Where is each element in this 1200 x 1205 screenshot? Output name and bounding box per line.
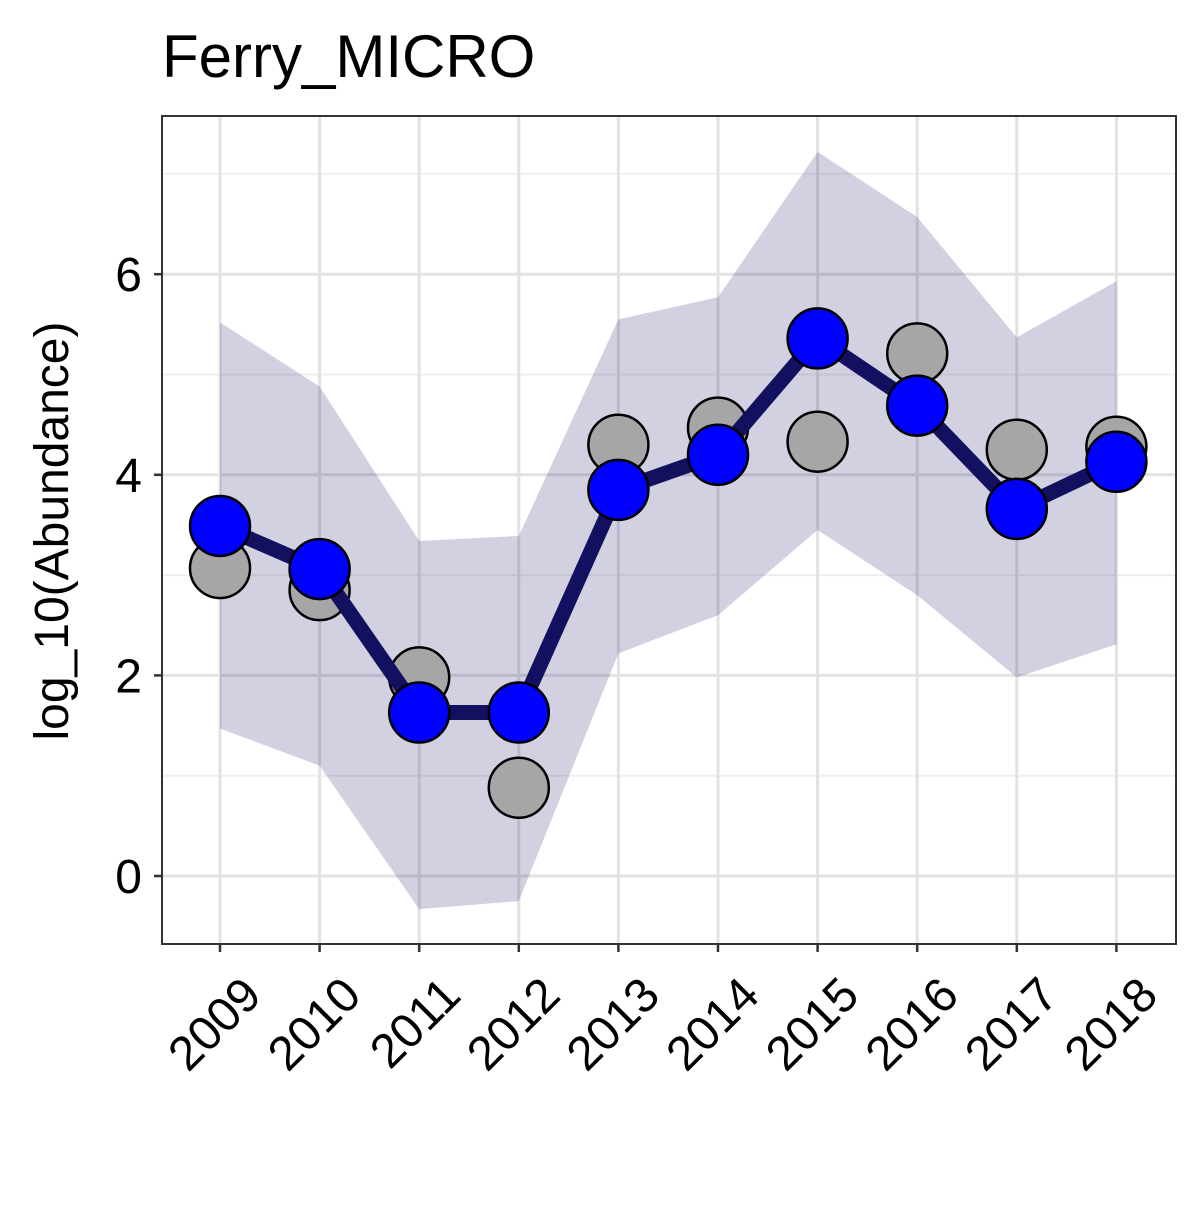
x-tick-label: 2015: [756, 968, 869, 1081]
y-axis-label: log_10(Abundance): [26, 322, 79, 741]
x-tick-label: 2009: [159, 968, 272, 1081]
observed-point: [487, 756, 551, 819]
panel-border: [161, 115, 1177, 945]
y-tick-label: 6: [115, 249, 142, 302]
chart-title: Ferry_MICRO: [162, 23, 535, 90]
plot-area: 0 2 4 6 200920102011201220132014201520162017…: [115, 115, 1177, 1081]
estimate-point: [686, 423, 750, 486]
x-tick-label: 2016: [856, 968, 969, 1081]
x-tick-label: 2013: [557, 968, 670, 1081]
estimate-point: [188, 494, 252, 558]
estimate-line: [217, 330, 1120, 721]
observed-point: [985, 418, 1049, 481]
estimate-point: [786, 307, 849, 370]
y-tick-label: 2: [115, 650, 142, 703]
confidence-ribbon: [220, 151, 1117, 910]
estimate-point: [1085, 430, 1148, 494]
estimate-point: [387, 681, 451, 744]
estimate-point: [487, 681, 551, 744]
y-tick-label: 4: [115, 450, 142, 503]
estimate-point: [288, 537, 351, 601]
x-tick-label: 2017: [955, 968, 1068, 1081]
x-tick-label: 2014: [657, 968, 770, 1081]
x-tick-label: 2011: [360, 968, 470, 1078]
estimate-point: [985, 477, 1049, 541]
estimate-point: [587, 458, 650, 522]
x-tick-label: 2012: [457, 968, 570, 1081]
y-tick-label: 0: [115, 851, 142, 904]
observed-point: [786, 410, 849, 473]
x-tick-label: 2010: [258, 968, 371, 1081]
x-tick-label: 2018: [1055, 968, 1168, 1081]
estimate-point: [885, 374, 949, 437]
